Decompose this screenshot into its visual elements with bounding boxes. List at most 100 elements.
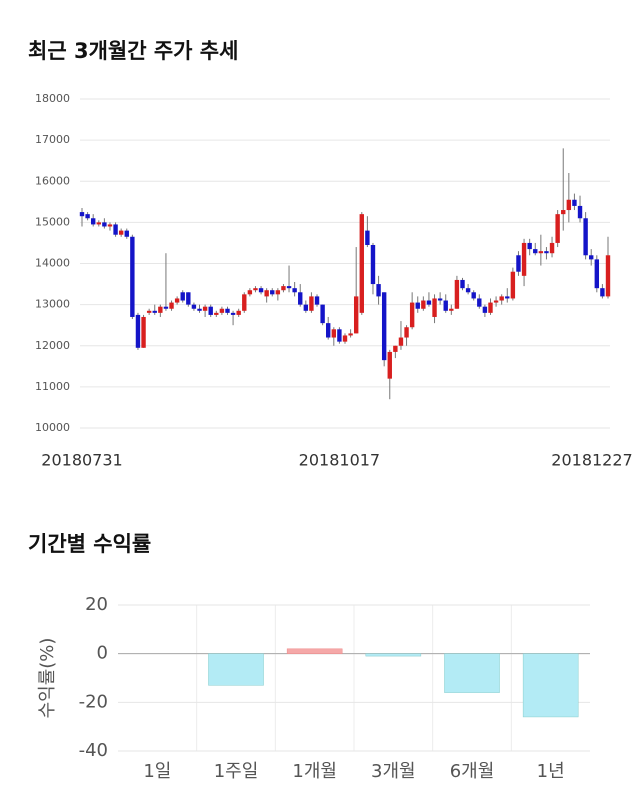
candle-body <box>465 288 471 293</box>
candle-body <box>421 300 426 309</box>
candle-body <box>460 279 465 289</box>
candle-body <box>471 292 476 299</box>
x-tick-label: 20181227 <box>551 451 632 470</box>
candle-body <box>454 279 460 309</box>
candle-body <box>152 310 157 313</box>
candle-body <box>449 308 454 311</box>
candle-body <box>286 286 292 289</box>
x-tick-label: 1년 <box>537 761 565 782</box>
candle-body <box>376 284 381 297</box>
x-tick-label: 3개월 <box>371 761 416 782</box>
candle-body <box>292 288 297 293</box>
candle-body <box>432 298 437 317</box>
candle-body <box>236 310 241 315</box>
candle-body <box>348 333 353 336</box>
candle-body <box>566 199 572 211</box>
x-tick-label: 1개월 <box>292 761 337 782</box>
returns-title: 기간별 수익률 <box>28 532 151 556</box>
candle-body <box>493 300 499 303</box>
candle-body <box>85 214 90 219</box>
candle-body <box>281 286 286 291</box>
bar <box>522 653 579 718</box>
candle-body <box>107 224 113 227</box>
candle-body <box>505 296 510 299</box>
bar <box>208 653 264 686</box>
y-tick-label: 0 <box>97 643 108 664</box>
candle-body <box>538 251 544 254</box>
y-tick-label: -40 <box>79 740 108 761</box>
candle-body <box>499 296 504 301</box>
candle-body <box>169 302 174 309</box>
candle-body <box>298 292 303 305</box>
candle-body <box>544 251 549 254</box>
candle-body <box>130 236 135 317</box>
y-tick-label: 15000 <box>35 215 70 228</box>
candle-body <box>437 298 443 301</box>
candle-body <box>426 300 432 305</box>
candle-body <box>404 327 409 338</box>
candle-body <box>275 290 281 295</box>
bar <box>365 653 422 657</box>
candle-body <box>230 312 236 315</box>
candle-body <box>320 304 325 324</box>
y-tick-label: 12000 <box>35 339 70 352</box>
candle-body <box>415 302 420 309</box>
candle-body <box>219 308 225 313</box>
candle-body <box>90 218 96 225</box>
y-tick-label: 17000 <box>35 133 70 146</box>
x-tick-label: 1주일 <box>214 761 259 782</box>
candle-body <box>146 310 152 313</box>
candle-body <box>180 292 185 301</box>
candle-body <box>527 242 532 250</box>
bar <box>444 653 500 693</box>
candle-body <box>214 312 219 315</box>
candle-body <box>124 230 129 237</box>
candle-body <box>359 214 364 313</box>
candle-body <box>381 292 387 361</box>
candle-body <box>141 316 146 348</box>
candle-body <box>387 351 392 379</box>
candle-body <box>561 210 566 215</box>
candle-body <box>253 288 258 291</box>
candle-body <box>258 288 264 293</box>
candle-body <box>225 308 230 313</box>
x-tick-label: 20180731 <box>41 451 122 470</box>
candle-body <box>577 205 583 219</box>
candle-body <box>247 290 253 295</box>
candle-body <box>589 255 594 260</box>
candle-body <box>605 255 611 297</box>
candle-body <box>191 304 197 309</box>
x-tick-label: 6개월 <box>450 761 495 782</box>
bar <box>286 648 343 654</box>
candle-body <box>533 249 538 254</box>
candle-body <box>174 298 180 303</box>
candle-body <box>555 214 560 243</box>
candle-body <box>594 259 600 289</box>
candle-body <box>197 308 202 311</box>
candle-body <box>331 329 337 338</box>
y-tick-label: 14000 <box>35 257 70 270</box>
candle-body <box>370 244 376 285</box>
candle-body <box>202 306 208 311</box>
candle-body <box>309 296 314 311</box>
candle-body <box>208 306 213 315</box>
candle-body <box>477 298 482 307</box>
candle-body <box>242 294 247 311</box>
candle-body <box>393 345 398 352</box>
candle-body <box>337 329 342 342</box>
candle-body <box>365 230 370 245</box>
price-title: 최근 3개월간 주가 추세 <box>28 39 238 63</box>
y-tick-label: -20 <box>79 691 108 712</box>
candle-body <box>113 224 118 235</box>
candle-body <box>600 288 605 297</box>
candle-body <box>409 302 415 328</box>
y-tick-label: 20 <box>85 594 108 615</box>
candle-body <box>79 212 85 217</box>
candle-body <box>186 292 191 305</box>
candle-body <box>516 255 521 272</box>
candle-body <box>118 230 124 235</box>
y-tick-label: 18000 <box>35 92 70 105</box>
candle-body <box>549 242 555 254</box>
candle-body <box>572 199 577 206</box>
